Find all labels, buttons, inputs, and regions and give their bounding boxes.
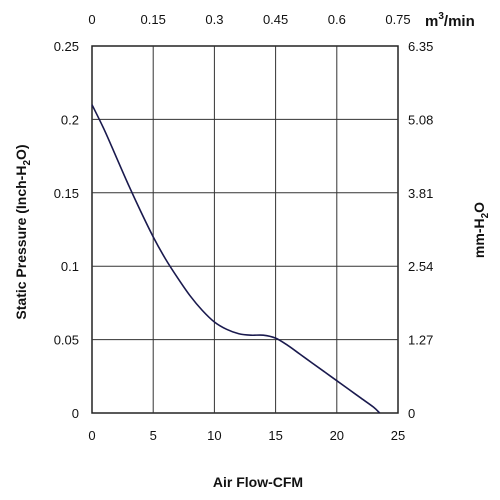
x-tick-label: 15 xyxy=(268,428,282,443)
series-line xyxy=(91,104,381,414)
y2-axis-ticks: 0 1.27 2.54 3.81 5.08 6.35 xyxy=(408,39,433,421)
x2-tick-label: 0.15 xyxy=(141,12,166,27)
y-tick-label: 0.15 xyxy=(54,186,79,201)
y-tick-label: 0.1 xyxy=(61,259,79,274)
x2-tick-label: 0 xyxy=(88,12,95,27)
y2-tick-label: 5.08 xyxy=(408,112,433,127)
y2-tick-label: 3.81 xyxy=(408,186,433,201)
y-tick-label: 0.25 xyxy=(54,39,79,54)
y-axis-title-base: Static Pressure (Inch-H xyxy=(13,166,29,320)
y2-tick-label: 1.27 xyxy=(408,333,433,348)
x-tick-label: 25 xyxy=(391,428,405,443)
y-tick-label: 0 xyxy=(72,406,79,421)
y2-axis-title-base: mm-H xyxy=(471,218,487,258)
x2-tick-label: 0.75 xyxy=(385,12,410,27)
top-axis-unit-base: m xyxy=(425,13,438,30)
y-axis-title: Static Pressure (Inch-H2O) xyxy=(13,144,33,319)
y-axis-title-end: O) xyxy=(13,144,29,160)
y2-tick-label: 0 xyxy=(408,406,415,421)
y2-tick-label: 2.54 xyxy=(408,259,433,274)
x2-tick-label: 0.45 xyxy=(263,12,288,27)
y2-tick-label: 6.35 xyxy=(408,39,433,54)
y-tick-label: 0.2 xyxy=(61,112,79,127)
x-tick-label: 5 xyxy=(150,428,157,443)
y-axis-ticks: 0 0.05 0.1 0.15 0.2 0.25 xyxy=(54,39,79,421)
x2-axis-ticks: 0 0.15 0.3 0.45 0.6 0.75 xyxy=(88,12,410,27)
x-tick-label: 20 xyxy=(330,428,344,443)
x2-tick-label: 0.6 xyxy=(328,12,346,27)
x-axis-ticks: 0 5 10 15 20 25 xyxy=(88,428,405,443)
x-tick-label: 10 xyxy=(207,428,221,443)
y2-axis-title-end: O xyxy=(471,202,487,213)
top-axis-unit-end: /min xyxy=(444,13,475,30)
x-tick-label: 0 xyxy=(88,428,95,443)
y2-axis-title: mm-H2O xyxy=(471,202,491,258)
y-tick-label: 0.05 xyxy=(54,333,79,348)
y-axis-title-sub: 2 xyxy=(22,160,33,166)
y2-axis-title-sub: 2 xyxy=(480,212,491,218)
x2-tick-label: 0.3 xyxy=(205,12,223,27)
top-axis-unit: m3/min xyxy=(425,11,475,30)
top-axis-unit-sup: 3 xyxy=(438,11,444,22)
x-axis-title: Air Flow-CFM xyxy=(213,474,303,490)
plot-area xyxy=(91,45,399,414)
grid-lines xyxy=(92,46,398,413)
